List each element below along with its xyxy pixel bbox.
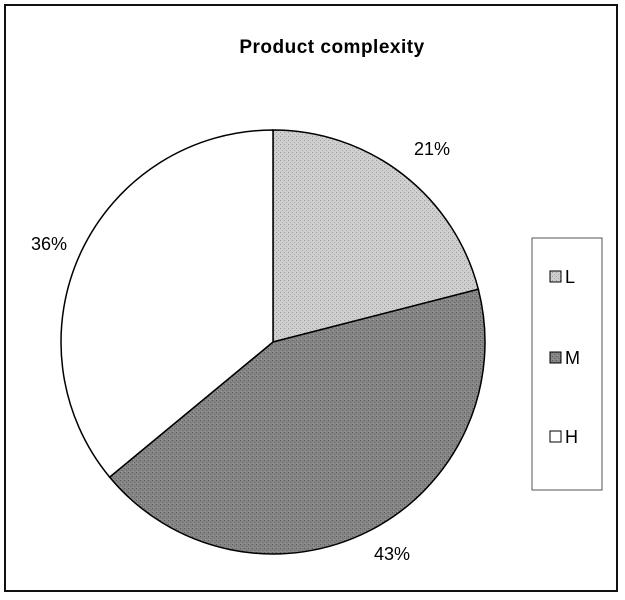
data-label-m: 43% (374, 544, 410, 564)
data-label-l: 21% (414, 139, 450, 159)
pie-data-labels: 21% 43% 36% (31, 139, 450, 564)
chart-title: Product complexity (239, 37, 424, 58)
legend-swatch-h (549, 430, 562, 443)
pie-slice-h (60, 129, 274, 479)
legend-label-h: H (565, 427, 578, 447)
data-label-h: 36% (31, 234, 67, 254)
legend-box (531, 237, 603, 491)
pie-slice-l (272, 129, 480, 343)
legend: L M H (531, 237, 603, 491)
pie-slice-m (108, 288, 486, 555)
pie-slices (60, 129, 486, 555)
legend-swatch-l (549, 270, 562, 283)
legend-swatch-m (549, 351, 562, 364)
legend-label-l: L (565, 267, 575, 287)
legend-label-m: M (565, 348, 580, 368)
